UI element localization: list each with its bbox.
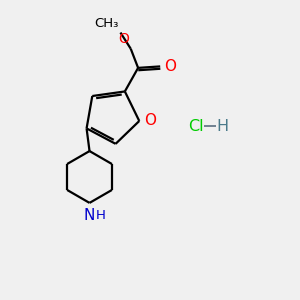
- Text: Cl: Cl: [188, 119, 204, 134]
- Text: H: H: [217, 119, 229, 134]
- Text: H: H: [96, 209, 106, 222]
- Text: O: O: [145, 113, 157, 128]
- Text: N: N: [84, 208, 95, 223]
- Text: O: O: [165, 59, 177, 74]
- Text: O: O: [118, 32, 129, 46]
- Text: CH₃: CH₃: [94, 17, 119, 30]
